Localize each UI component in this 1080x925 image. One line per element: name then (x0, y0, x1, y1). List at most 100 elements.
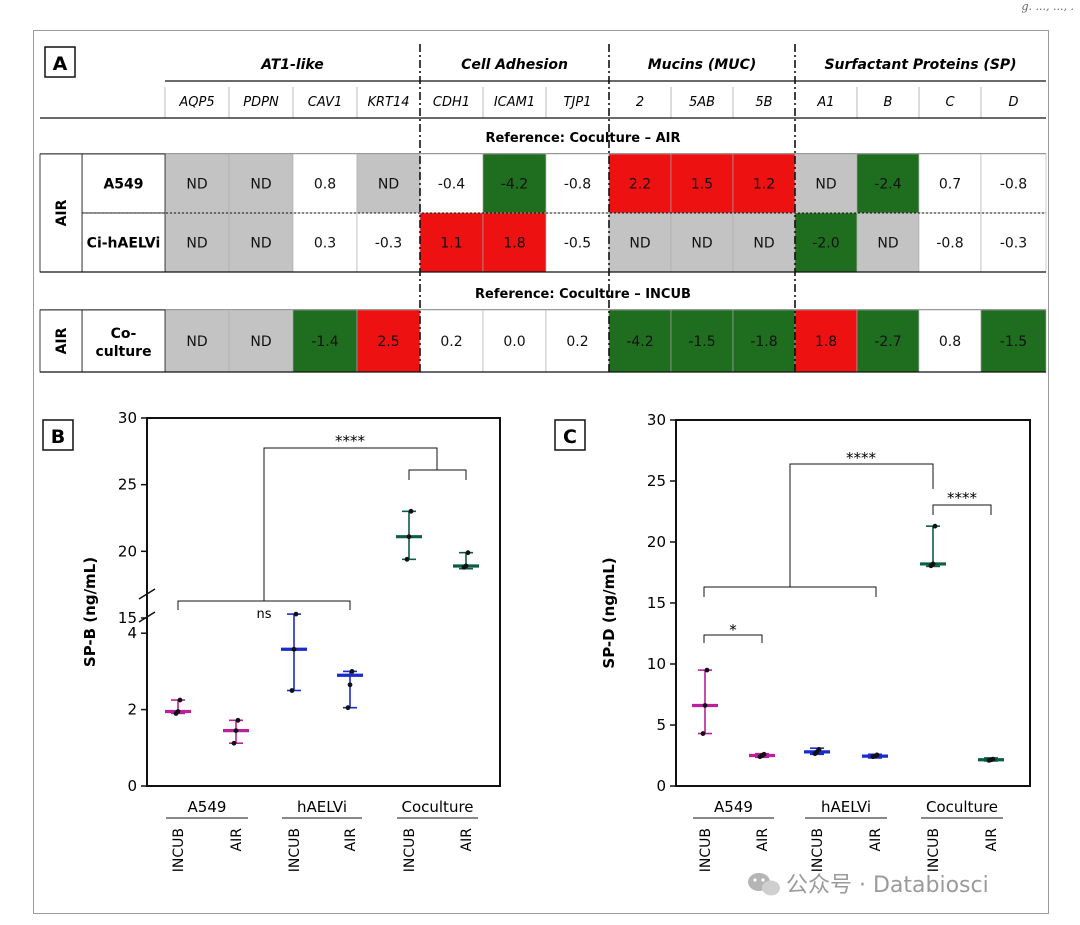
table-cell-value: -1.4 (311, 334, 338, 350)
data-point (930, 561, 936, 567)
data-point (932, 523, 938, 529)
table-cell (419, 309, 484, 373)
table-cell (228, 153, 294, 214)
y-tick-label: 30 (118, 409, 137, 427)
data-point (465, 550, 471, 556)
sig-bracket (703, 634, 763, 643)
y-tick-label: 20 (647, 533, 666, 551)
condition-label: AIR (984, 828, 1000, 852)
table-cell-value: 0.7 (939, 177, 961, 193)
table-cell-value: 2.5 (377, 334, 399, 350)
row-name-cell (81, 212, 166, 273)
cell-line-label: A549 (714, 798, 753, 816)
table-cell-value: -2.7 (874, 334, 901, 350)
reference-2-label: Reference: Coculture – INCUB (475, 287, 691, 302)
row-name-cell (81, 153, 166, 214)
data-point (404, 556, 410, 562)
y-tick-label: 10 (647, 655, 666, 673)
panel-b-label-box (42, 419, 74, 451)
row-group-cell (39, 309, 83, 373)
table-cell (980, 309, 1047, 373)
panel-a-label: A (53, 53, 68, 75)
table-cell (980, 212, 1047, 273)
gene-header: 5AB (689, 95, 715, 110)
table-cell-value: ND (877, 236, 898, 252)
table-cell (670, 309, 734, 373)
gene-header: ICAM1 (494, 95, 535, 110)
table-cell (918, 309, 982, 373)
table-cell-value: -0.4 (438, 177, 465, 193)
data-point (175, 709, 181, 714)
table-cell-value: ND (186, 236, 207, 252)
row-name: A549 (103, 177, 143, 193)
table-cell (732, 309, 796, 373)
table-cell (732, 153, 796, 214)
table-cell-value: 1.8 (503, 236, 525, 252)
y-tick-label: 4 (127, 624, 137, 642)
table-cell (419, 212, 484, 273)
row-group-label: AIR (54, 327, 70, 354)
table-cell-value: -0.3 (375, 236, 402, 252)
data-point (293, 611, 299, 617)
table-cell (608, 153, 672, 214)
condition-label: AIR (343, 828, 359, 852)
data-point (700, 731, 706, 736)
sig-bracket (932, 504, 992, 515)
sig-bracket (789, 463, 934, 587)
gene-header: TJP1 (564, 95, 592, 110)
row-name: culture (95, 344, 151, 360)
sig-label: **** (335, 432, 366, 450)
condition-label: INCUB (810, 828, 826, 872)
y-tick-label: 0 (656, 777, 666, 795)
table-cell-value: ND (815, 177, 836, 193)
y-tick-label: 0 (127, 777, 137, 795)
gene-header: 5B (755, 95, 772, 110)
table-cell-value: ND (629, 236, 650, 252)
table-cell-value: 1.8 (815, 334, 837, 350)
table-cell (482, 153, 547, 214)
condition-label: AIR (229, 828, 245, 852)
sig-bracket (408, 469, 467, 480)
table-cell (545, 309, 610, 373)
sig-bracket (263, 447, 438, 601)
data-point (874, 752, 880, 758)
y-tick-label: 15 (118, 609, 137, 627)
watermark: 公众号 · Databiosci (748, 873, 989, 898)
data-point (702, 703, 708, 708)
cell-line-label: Coculture (926, 798, 998, 816)
table-cell-value: -4.2 (626, 334, 653, 350)
table-cell (292, 212, 358, 273)
y-tick-label: 15 (647, 594, 666, 612)
gene-header: KRT14 (367, 95, 409, 110)
table-cell-value: 0.8 (939, 334, 961, 350)
watermark-text: 公众号 · Databiosci (786, 873, 989, 898)
row-name-cell (81, 309, 166, 373)
table-cell-value: -2.4 (874, 177, 901, 193)
table-cell-value: 1.2 (753, 177, 775, 193)
data-point (233, 728, 239, 734)
gene-header: A1 (816, 95, 834, 110)
table-cell-value: 1.1 (440, 236, 462, 252)
table-cell-value: ND (250, 177, 271, 193)
table-cell (545, 212, 610, 273)
cell-line-label: hAELVi (821, 798, 871, 816)
table-cell-value: ND (753, 236, 774, 252)
row-name: Ci-hAELVi (87, 236, 161, 252)
table-cell-value: 0.0 (503, 334, 525, 350)
reference-1-label: Reference: Coculture – AIR (485, 131, 680, 146)
table-cell-value: 0.2 (440, 334, 462, 350)
gene-header: B (884, 95, 893, 110)
table-cell-value: -4.2 (501, 177, 528, 193)
table-cell-value: 0.8 (314, 177, 336, 193)
table-cell (856, 153, 920, 214)
data-point (231, 740, 237, 746)
table-cell (292, 309, 358, 373)
table-cell-value: ND (250, 334, 271, 350)
panel-b-label: B (51, 426, 65, 448)
table-cell (608, 212, 672, 273)
plot-frame (146, 417, 501, 787)
gene-header: C (945, 95, 955, 110)
row-name: Co- (111, 326, 137, 342)
table-cell-value: -1.5 (1000, 334, 1027, 350)
